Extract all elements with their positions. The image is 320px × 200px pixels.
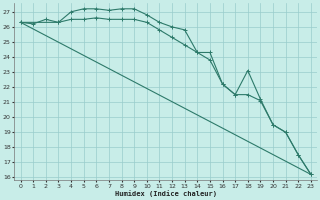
X-axis label: Humidex (Indice chaleur): Humidex (Indice chaleur) [115,190,217,197]
